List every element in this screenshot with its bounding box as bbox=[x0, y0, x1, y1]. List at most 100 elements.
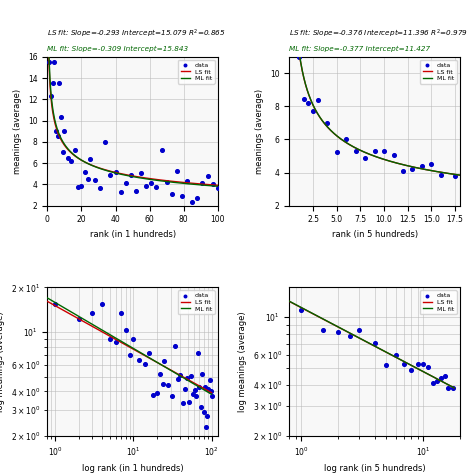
ML fit bbox=[148, 356, 154, 362]
data bbox=[49, 79, 56, 87]
data bbox=[46, 58, 53, 66]
data bbox=[424, 364, 432, 371]
LS fit bbox=[148, 356, 154, 362]
data bbox=[433, 377, 441, 385]
ML fit bbox=[412, 164, 418, 170]
data bbox=[409, 165, 416, 173]
data bbox=[106, 335, 113, 343]
LS fit bbox=[163, 365, 169, 370]
data bbox=[54, 132, 62, 140]
data bbox=[192, 392, 200, 400]
Text: ML fit: Slope=-0.309 Intercept=15.843: ML fit: Slope=-0.309 Intercept=15.843 bbox=[47, 46, 189, 52]
LS fit bbox=[286, 299, 292, 304]
ML fit bbox=[45, 295, 50, 301]
X-axis label: rank (in 5 hundreds): rank (in 5 hundreds) bbox=[331, 230, 418, 239]
ML fit bbox=[359, 148, 365, 154]
data bbox=[419, 360, 427, 368]
data bbox=[199, 370, 206, 378]
data bbox=[126, 351, 134, 358]
data bbox=[444, 384, 452, 392]
LS fit bbox=[209, 390, 214, 396]
data bbox=[186, 398, 193, 406]
data bbox=[441, 372, 448, 379]
data bbox=[98, 300, 106, 308]
data bbox=[158, 146, 165, 154]
X-axis label: log rank (in 1 hundreds): log rank (in 1 hundreds) bbox=[82, 464, 183, 473]
data bbox=[141, 360, 148, 367]
data bbox=[390, 151, 397, 158]
LS fit bbox=[113, 170, 118, 175]
data bbox=[197, 403, 205, 411]
ML fit bbox=[66, 147, 72, 153]
data bbox=[437, 172, 445, 179]
data bbox=[449, 385, 456, 392]
data bbox=[61, 127, 68, 135]
data bbox=[51, 300, 59, 308]
data bbox=[392, 351, 400, 359]
data bbox=[107, 171, 114, 179]
data bbox=[194, 349, 202, 356]
data bbox=[179, 400, 187, 407]
LS fit bbox=[215, 182, 221, 188]
data bbox=[342, 136, 350, 143]
data bbox=[118, 309, 125, 317]
LS fit bbox=[347, 142, 353, 148]
data bbox=[214, 184, 222, 191]
data bbox=[361, 154, 369, 162]
ML fit bbox=[294, 30, 300, 36]
data bbox=[122, 179, 129, 186]
LS fit bbox=[294, 31, 300, 36]
data bbox=[163, 178, 171, 185]
data bbox=[159, 380, 167, 388]
data bbox=[59, 148, 66, 156]
data bbox=[168, 190, 175, 197]
Line: LS fit: LS fit bbox=[47, 301, 211, 393]
X-axis label: rank (in 1 hundreds): rank (in 1 hundreds) bbox=[90, 230, 176, 239]
data bbox=[50, 58, 58, 66]
data bbox=[178, 192, 186, 200]
data bbox=[205, 385, 212, 392]
data bbox=[129, 335, 137, 342]
ML fit bbox=[169, 179, 174, 185]
data bbox=[334, 328, 342, 336]
ML fit bbox=[314, 109, 319, 115]
ML fit bbox=[411, 164, 417, 170]
data bbox=[200, 408, 208, 416]
LS fit bbox=[340, 327, 346, 332]
data bbox=[101, 138, 109, 146]
data bbox=[81, 168, 89, 175]
ML fit bbox=[64, 307, 70, 312]
Line: LS fit: LS fit bbox=[49, 56, 218, 185]
LS fit bbox=[64, 310, 70, 315]
X-axis label: log rank (in 5 hundreds): log rank (in 5 hundreds) bbox=[324, 464, 425, 473]
data bbox=[117, 188, 125, 195]
data bbox=[147, 180, 155, 187]
data bbox=[132, 187, 140, 195]
data bbox=[429, 379, 437, 387]
data bbox=[84, 175, 92, 183]
data bbox=[319, 326, 327, 333]
LS fit bbox=[412, 164, 418, 170]
data bbox=[168, 392, 175, 400]
data bbox=[183, 177, 191, 185]
data bbox=[127, 171, 135, 179]
data bbox=[153, 390, 161, 397]
data bbox=[153, 184, 160, 191]
Y-axis label: meanings (average): meanings (average) bbox=[13, 89, 22, 174]
LS fit bbox=[406, 361, 412, 367]
Y-axis label: log meanings (average): log meanings (average) bbox=[238, 311, 247, 412]
data bbox=[352, 147, 359, 155]
LS fit bbox=[314, 109, 319, 115]
ML fit bbox=[168, 179, 173, 185]
data bbox=[164, 382, 172, 389]
LS fit bbox=[390, 353, 396, 359]
data bbox=[57, 113, 65, 121]
LS fit bbox=[457, 172, 463, 178]
LS fit bbox=[306, 309, 312, 315]
data bbox=[52, 127, 60, 135]
ML fit bbox=[306, 309, 312, 315]
data bbox=[173, 167, 181, 175]
LS fit bbox=[168, 178, 173, 184]
ML fit bbox=[164, 365, 170, 371]
LS fit bbox=[451, 385, 457, 391]
